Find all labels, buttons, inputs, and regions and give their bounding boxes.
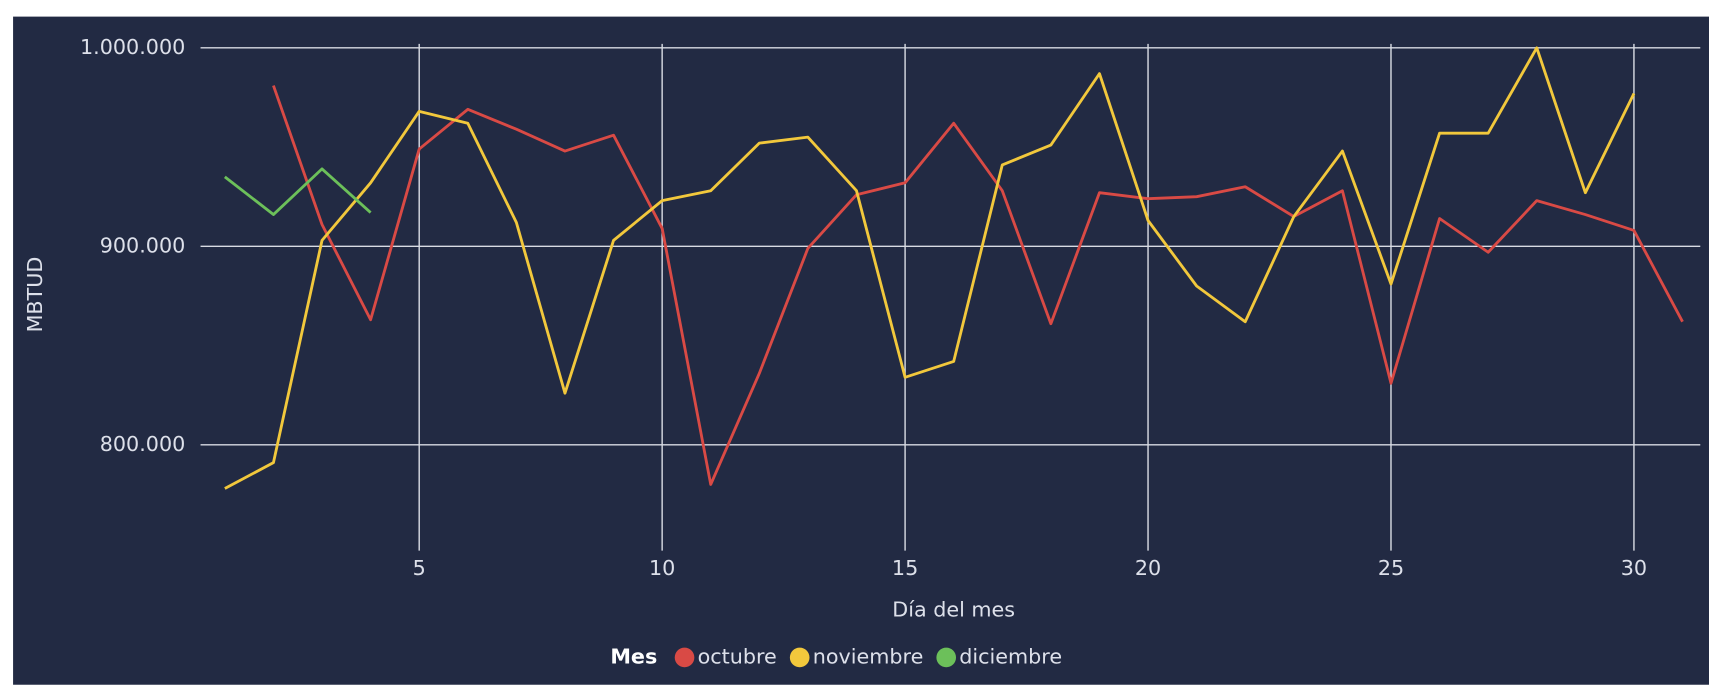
legend-label: diciembre xyxy=(959,644,1062,668)
series-line xyxy=(272,85,1684,486)
y-tick-label: 1.000.000 xyxy=(80,35,185,59)
x-axis-label: Día del mes xyxy=(892,598,1015,622)
legend-title: Mes xyxy=(610,644,657,668)
y-tick-label: 900.000 xyxy=(100,233,186,257)
legend-marker xyxy=(936,647,957,668)
panel xyxy=(13,16,1709,685)
y-axis-label: MBTUD xyxy=(23,257,47,333)
x-tick-label: 25 xyxy=(1378,556,1404,580)
x-tick-label: 30 xyxy=(1621,556,1647,580)
legend-label: noviembre xyxy=(813,644,924,668)
series-line xyxy=(223,167,372,216)
y-tick-label: 800.000 xyxy=(100,432,186,456)
x-tick-label: 20 xyxy=(1135,556,1161,580)
x-tick-label: 15 xyxy=(892,556,918,580)
x-tick-label: 5 xyxy=(413,556,426,580)
legend-marker xyxy=(789,647,810,668)
series-line xyxy=(224,46,1636,490)
x-tick-label: 10 xyxy=(649,556,675,580)
legend-label: octubre xyxy=(698,644,777,668)
legend-marker xyxy=(674,647,695,668)
